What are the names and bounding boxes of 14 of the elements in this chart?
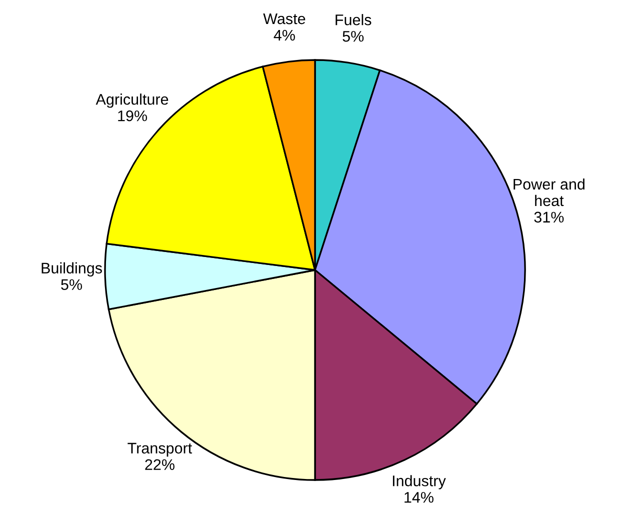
slice-label: Agriculture (96, 94, 168, 108)
slice-label: Industry (392, 475, 446, 490)
slice-label: Waste (263, 14, 306, 24)
data-label: 5% (61, 279, 82, 290)
data-label: 4% (274, 30, 295, 41)
data-label: 5% (342, 30, 364, 42)
data-label: 31% (534, 212, 564, 223)
data-label: 14% (404, 492, 434, 503)
data-label: 19% (118, 110, 148, 122)
slice-label: Buildings (42, 262, 102, 277)
data-label: 22% (145, 459, 174, 470)
slice-label: Power and heat (514, 178, 584, 206)
slice-label: Fuels (336, 14, 372, 26)
slice-label: Transport (128, 442, 192, 457)
